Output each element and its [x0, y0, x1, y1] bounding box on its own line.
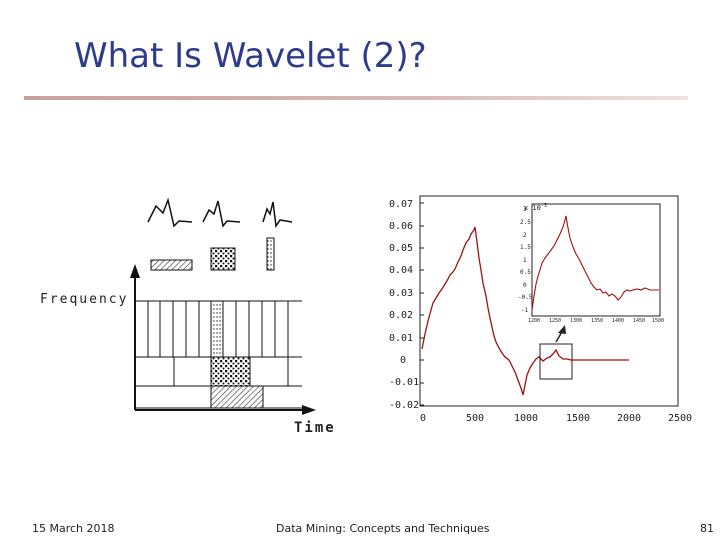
inset-exponent-label: x 10-3	[524, 203, 547, 212]
y-tick-marks	[420, 202, 424, 406]
frequency-axis-arrow-icon	[130, 264, 140, 278]
y-tick-label: 0.04	[389, 265, 413, 276]
y-tick-label: 0.06	[389, 221, 413, 232]
inset-signal-line	[531, 215, 659, 311]
inset-x-tick-label: 1350	[591, 318, 603, 324]
signal-plot: 0.07 0.06 0.05 0.04 0.03 0.02 0.01 0 -0.…	[389, 195, 692, 424]
zoom-box	[539, 343, 573, 380]
inset-x-tick-label: 1250	[549, 318, 561, 324]
x-tick-label: 1000	[514, 413, 538, 424]
y-tick-label: 0	[400, 355, 406, 366]
title-divider	[24, 96, 688, 100]
plot-frame	[419, 195, 679, 407]
inset-x-tick-label: 1200	[528, 318, 540, 324]
inset-x-tick-label: 1500	[652, 318, 664, 324]
inset-x-tick-label: 1400	[612, 318, 624, 324]
y-tick-label: 0.02	[389, 310, 413, 321]
inset-frame	[531, 203, 661, 317]
inset-y-tick-label: 1.5	[520, 244, 531, 251]
frequency-axis-label: Frequency	[40, 292, 128, 307]
footer-course-title: Data Mining: Concepts and Techniques	[276, 522, 490, 535]
inset-y-tick-labels: 3 2.5 2 1.5 1 0.5 0 -0.5 -1	[518, 206, 533, 314]
inset-y-tick-label: 3	[523, 206, 527, 213]
wide-window-tile-icon	[150, 259, 193, 271]
narrow-window-tile-icon	[266, 237, 275, 271]
y-tick-labels: 0.07 0.06 0.05 0.04 0.03 0.02 0.01 0 -0.…	[389, 199, 419, 411]
y-tick-label: -0.01	[389, 377, 419, 388]
inset-x-tick-label: 1300	[570, 318, 582, 324]
footer-date: 15 March 2018	[32, 522, 115, 535]
inset-y-tick-label: -0.5	[518, 294, 533, 301]
y-tick-label: 0.07	[389, 199, 413, 210]
y-tick-label: 0.03	[389, 288, 413, 299]
inset-x-tick-label: 1450	[633, 318, 645, 324]
inset-y-tick-label: 1	[523, 257, 527, 264]
page-number: 81	[700, 522, 714, 535]
wavelet-narrow-icon	[262, 201, 293, 229]
time-axis-arrow-icon	[302, 405, 316, 415]
time-axis-label: Time	[294, 420, 336, 436]
x-tick-label: 1500	[566, 413, 590, 424]
inset-x-tick-labels: 1200 1250 1300 1350 1400 1450 1500	[528, 318, 664, 324]
x-tick-labels: 0 500 1000 1500 2000 2500	[420, 413, 692, 424]
inset-y-tick-label: 2	[523, 232, 527, 239]
inset-y-tick-label: 0	[523, 282, 527, 289]
tiling-grid	[135, 300, 302, 409]
time-frequency-tiling-diagram: Frequency Time	[40, 197, 336, 436]
y-tick-label: -0.02	[389, 400, 419, 411]
zoom-leader-arrow-icon	[558, 325, 566, 334]
inset-y-tick-label: -1	[521, 307, 529, 314]
x-tick-label: 2500	[668, 413, 692, 424]
x-tick-label: 500	[466, 413, 484, 424]
x-tick-label: 0	[420, 413, 426, 424]
wavelet-medium-icon	[202, 200, 241, 228]
inset-y-tick-label: 0.5	[520, 269, 531, 276]
inset-y-tick-label: 2.5	[520, 219, 531, 226]
medium-window-tile-icon	[210, 247, 236, 271]
y-tick-label: 0.05	[389, 243, 413, 254]
signal-line	[421, 226, 629, 396]
x-tick-label: 2000	[617, 413, 641, 424]
wavelet-wide-icon	[147, 197, 193, 228]
y-tick-label: 0.01	[389, 333, 413, 344]
slide-title: What Is Wavelet (2)?	[74, 36, 427, 76]
